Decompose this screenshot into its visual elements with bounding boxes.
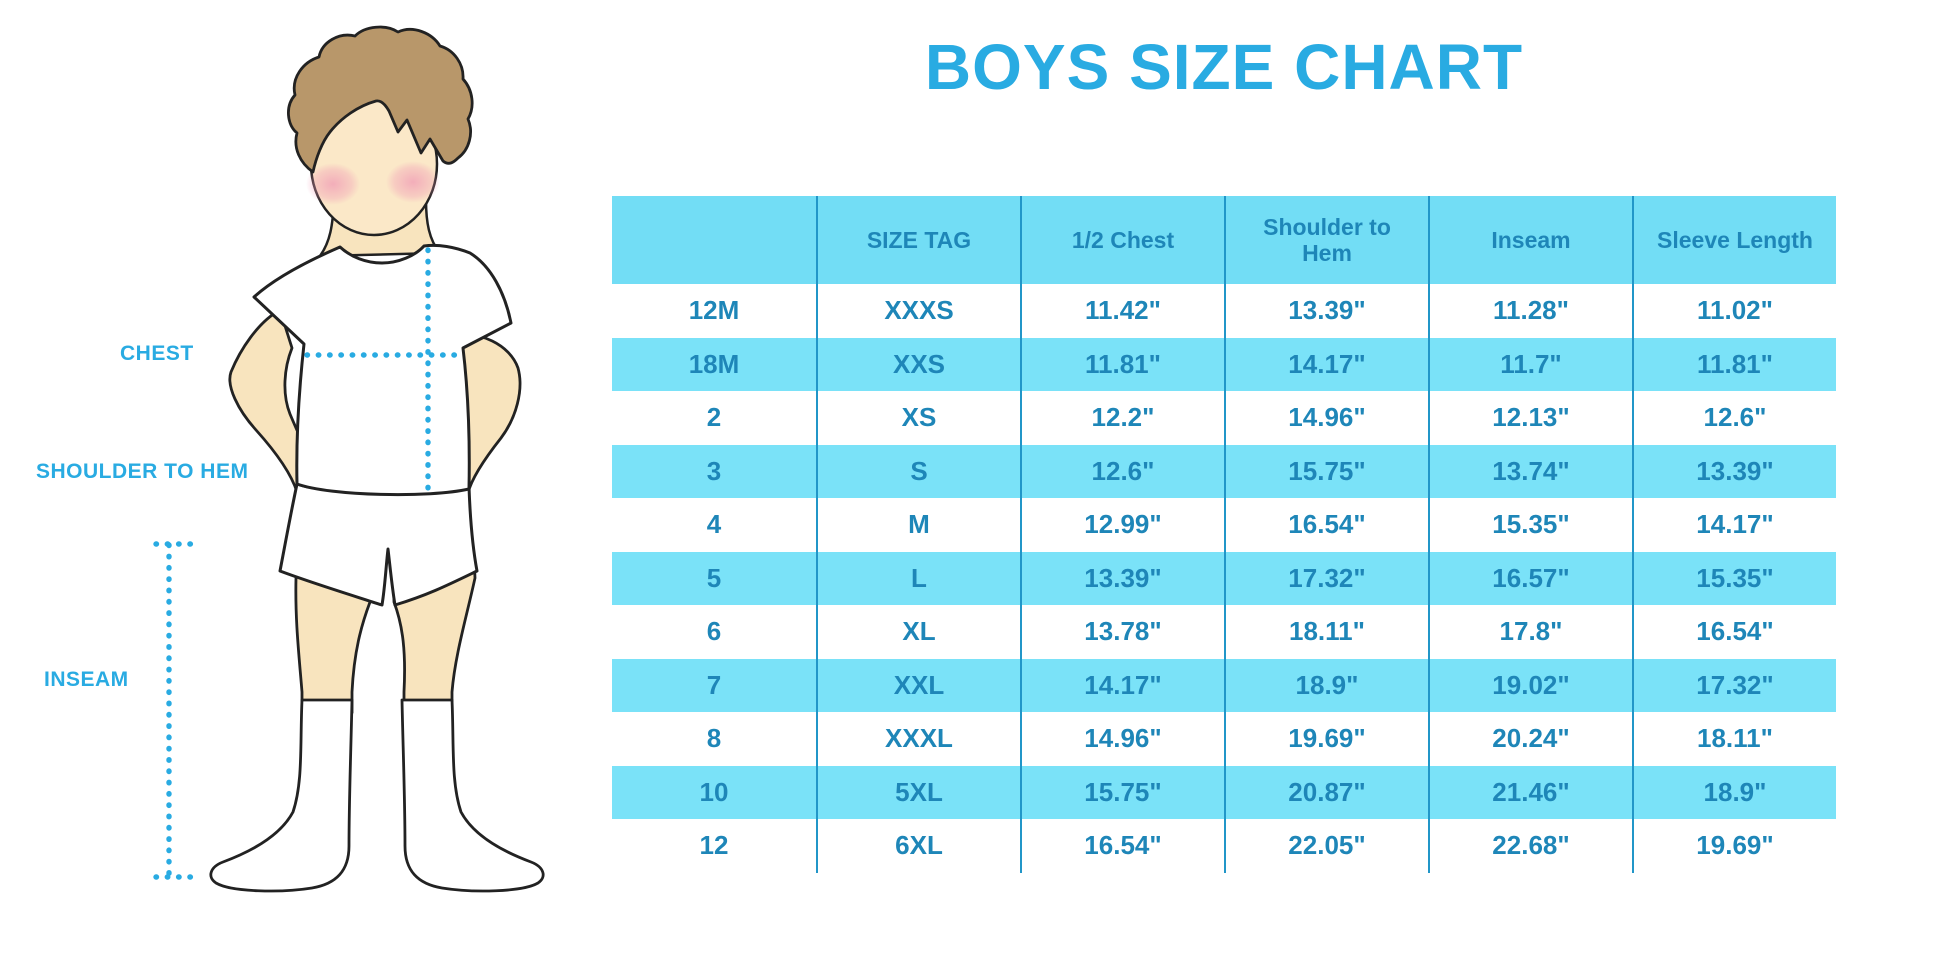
cell-r10-5: 19.69" [1632,819,1836,873]
cell-r7-1: XXL [816,658,1020,712]
cell-r0-2: 11.42" [1020,284,1224,338]
page-title: BOYS SIZE CHART [924,31,1524,103]
cell-r1-5: 11.81" [1632,337,1836,391]
header-cell-5: Sleeve Length [1632,196,1836,284]
header-cell-0 [612,196,816,284]
cell-r5-3: 17.32" [1224,551,1428,605]
cell-r10-4: 22.68" [1428,819,1632,873]
cell-r7-4: 19.02" [1428,658,1632,712]
cell-r9-5: 18.9" [1632,765,1836,819]
table-row: 10 5XL 15.75" 20.87" 21.46" 18.9" [612,765,1836,819]
cell-r4-5: 14.17" [1632,498,1836,552]
cell-r6-0: 6 [706,616,722,647]
cell-r6-2: 13.78" [1020,605,1224,659]
boy-right-sock [400,698,545,893]
header-cell-4: Inseam [1428,196,1632,284]
cell-r3-1: S [816,444,1020,498]
cell-r2-4: 12.13" [1428,391,1632,445]
cell-r10-1: 6XL [816,819,1020,873]
cell-r5-5: 15.35" [1632,551,1836,605]
cell-r9-2: 15.75" [1020,765,1224,819]
header-cell-1: SIZE TAG [816,196,1020,284]
cell-r7-3: 18.9" [1224,658,1428,712]
cell-r0-4: 11.28" [1428,284,1632,338]
boy-cheek-right [386,161,440,203]
cell-r8-2: 14.96" [1020,712,1224,766]
cell-r2-5: 12.6" [1632,391,1836,445]
cell-r1-1: XXS [816,337,1020,391]
inseam-label: INSEAM [44,668,129,691]
cell-r1-2: 11.81" [1020,337,1224,391]
cell-r2-0: 2 [706,402,722,433]
table-row: 18M XXS 11.81" 14.17" 11.7" 11.81" [612,337,1836,391]
cell-r1-0: 18M [688,348,740,379]
cell-r0-3: 13.39" [1224,284,1428,338]
cell-r2-2: 12.2" [1020,391,1224,445]
cell-r4-4: 15.35" [1428,498,1632,552]
cell-r7-5: 17.32" [1632,658,1836,712]
cell-r8-5: 18.11" [1632,712,1836,766]
cell-r4-3: 16.54" [1224,498,1428,552]
cell-r8-4: 20.24" [1428,712,1632,766]
cell-r5-2: 13.39" [1020,551,1224,605]
boy-hair [287,25,474,174]
cell-r6-1: XL [816,605,1020,659]
cell-r3-2: 12.6" [1020,444,1224,498]
cell-r3-0: 3 [706,455,722,486]
table-row: 5 L 13.39" 17.32" 16.57" 15.35" [612,551,1836,605]
cell-r7-0: 7 [706,669,722,700]
boy-cheek-left [306,163,360,205]
table-row: 7 XXL 14.17" 18.9" 19.02" 17.32" [612,658,1836,712]
cell-r2-1: XS [816,391,1020,445]
cell-r4-0: 4 [706,509,722,540]
cell-r0-1: XXXS [816,284,1020,338]
table-row: 8 XXXL 14.96" 19.69" 20.24" 18.11" [612,712,1836,766]
cell-r5-0: 5 [706,562,722,593]
size-table: SIZE TAG 1/2 Chest Shoulder to Hem Inseam Sl… [612,196,1836,873]
table-row: 2 XS 12.2" 14.96" 12.13" 12.6" [612,391,1836,445]
boy-measurement-illustration [153,25,545,893]
cell-r3-5: 13.39" [1632,444,1836,498]
cell-r6-4: 17.8" [1428,605,1632,659]
cell-r1-4: 11.7" [1428,337,1632,391]
cell-r4-1: M [816,498,1020,552]
cell-r10-3: 22.05" [1224,819,1428,873]
cell-r3-4: 13.74" [1428,444,1632,498]
boy-left-sock [209,698,354,893]
cell-r6-3: 18.11" [1224,605,1428,659]
cell-r0-5: 11.02" [1632,284,1836,338]
table-row: 4 M 12.99" 16.54" 15.35" 14.17" [612,498,1836,552]
cell-r9-1: 5XL [816,765,1020,819]
cell-r3-3: 15.75" [1224,444,1428,498]
cell-r6-5: 16.54" [1632,605,1836,659]
cell-r5-1: L [816,551,1020,605]
header-cell-3: Shoulder to Hem [1224,196,1428,284]
cell-r0-0: 12M [688,295,740,326]
cell-r8-3: 19.69" [1224,712,1428,766]
shoulder-to-hem-label: SHOULDER TO HEM [36,460,249,483]
cell-r9-4: 21.46" [1428,765,1632,819]
cell-r4-2: 12.99" [1020,498,1224,552]
table-row: 3 S 12.6" 15.75" 13.74" 13.39" [612,444,1836,498]
boy-tshirt [252,243,513,497]
cell-r10-0: 12 [699,830,729,861]
cell-r9-3: 20.87" [1224,765,1428,819]
cell-r2-3: 14.96" [1224,391,1428,445]
cell-r10-2: 16.54" [1020,819,1224,873]
table-row: 6 XL 13.78" 18.11" 17.8" 16.54" [612,605,1836,659]
cell-r7-2: 14.17" [1020,658,1224,712]
cell-r1-3: 14.17" [1224,337,1428,391]
chest-label: CHEST [120,342,194,365]
header-cell-2: 1/2 Chest [1020,196,1224,284]
cell-r5-4: 16.57" [1428,551,1632,605]
table-header-row: SIZE TAG 1/2 Chest Shoulder to Hem Inseam Sl… [612,196,1836,284]
table-row: 12 6XL 16.54" 22.05" 22.68" 19.69" [612,819,1836,873]
table-row: 12M XXXS 11.42" 13.39" 11.28" 11.02" [612,284,1836,338]
cell-r8-1: XXXL [816,712,1020,766]
cell-r8-0: 8 [706,723,722,754]
cell-r9-0: 10 [699,776,729,807]
